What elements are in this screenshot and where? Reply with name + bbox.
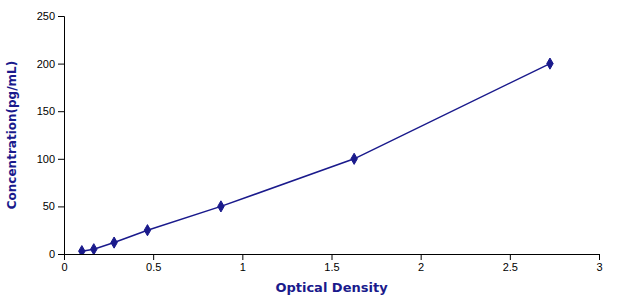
x-tick-mark — [153, 254, 154, 260]
y-tick-label: 200 — [37, 58, 55, 70]
chart: 0 0.5 1 1.5 2 2.5 3 0 50 100 150 200 250 Optical Dens… — [0, 0, 623, 302]
x-tick-mark — [510, 254, 511, 260]
y-tick-mark — [58, 16, 64, 17]
x-tick: 2 — [418, 254, 424, 273]
x-tick: 2.5 — [503, 254, 518, 273]
x-tick: 1 — [240, 254, 246, 273]
point — [218, 201, 224, 212]
plot: 0 0.5 1 1.5 2 2.5 3 0 50 100 150 200 250 — [37, 10, 603, 273]
y-tick: 150 — [37, 105, 64, 117]
point — [79, 246, 85, 254]
marks — [79, 58, 554, 254]
y-tick-mark — [58, 254, 64, 255]
x-axis-title: Optical Density — [275, 280, 388, 295]
y-axis: 0 50 100 150 200 250 — [37, 10, 65, 260]
y-tick: 250 — [37, 10, 64, 22]
x-tick-label: 2 — [418, 261, 424, 273]
point — [111, 237, 117, 248]
point — [547, 58, 553, 69]
point — [144, 225, 150, 236]
x-tick-mark — [332, 254, 333, 260]
x-tick-label: 1 — [240, 261, 246, 273]
x-tick-label: 0.5 — [146, 261, 161, 273]
x-tick: 3 — [596, 254, 602, 273]
x-axis: 0 0.5 1 1.5 2 2.5 3 — [61, 254, 602, 273]
y-tick: 200 — [37, 58, 64, 70]
x-tick-mark — [599, 254, 600, 260]
y-axis-title: Concentration(pg/mL) — [5, 61, 19, 209]
x-tick: 0 — [61, 254, 67, 273]
y-tick: 100 — [37, 153, 64, 165]
y-tick-label: 50 — [43, 200, 55, 212]
line — [82, 64, 550, 252]
y-tick-label: 150 — [37, 105, 55, 117]
y-tick: 0 — [49, 248, 64, 260]
x-tick-label: 1.5 — [324, 261, 339, 273]
point — [351, 153, 357, 164]
x-tick-label: 2.5 — [503, 261, 518, 273]
y-tick-mark — [58, 206, 64, 207]
y-tick-mark — [58, 111, 64, 112]
y-tick-label: 250 — [37, 10, 55, 22]
x-axis-line — [65, 255, 600, 261]
point — [91, 244, 97, 254]
y-tick-label: 0 — [49, 248, 55, 260]
x-tick-label: 3 — [596, 261, 602, 273]
x-tick-mark — [242, 254, 243, 260]
y-axis-line — [58, 17, 65, 255]
x-tick-mark — [421, 254, 422, 260]
y-tick-mark — [58, 159, 64, 160]
x-tick-label: 0 — [61, 261, 67, 273]
y-tick: 50 — [43, 200, 64, 212]
y-tick-mark — [58, 64, 64, 65]
y-tick-label: 100 — [37, 153, 55, 165]
x-tick: 0.5 — [146, 254, 161, 273]
x-tick: 1.5 — [324, 254, 339, 273]
